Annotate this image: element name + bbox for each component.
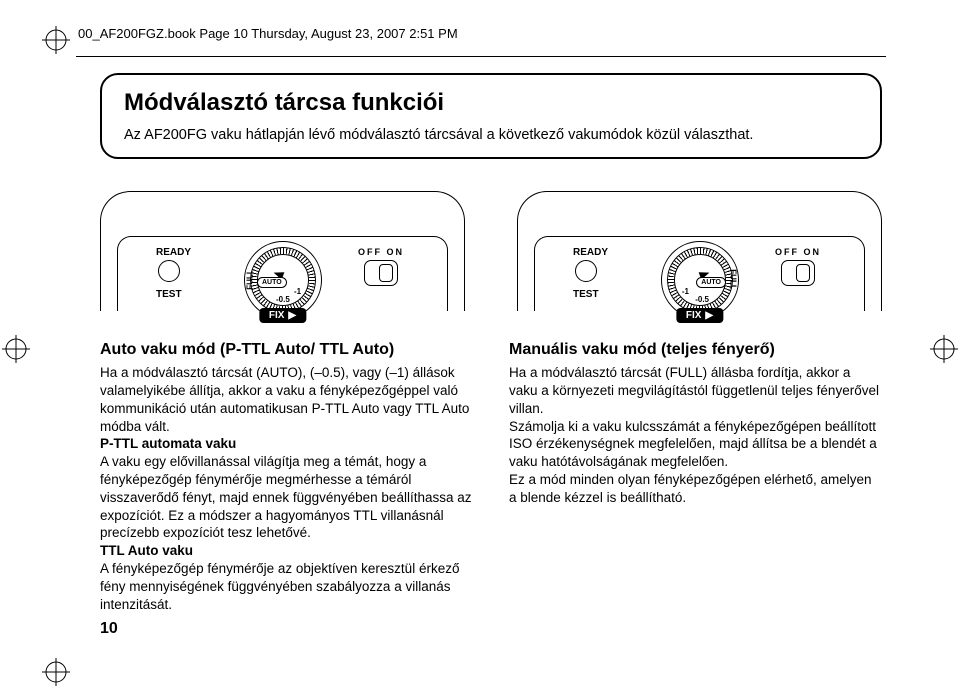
ready-test-block: READY TEST: [156, 247, 228, 300]
diagram-row: READY TEST FULL AUTO -0.5: [100, 191, 882, 321]
arrow-right-icon: ▶: [288, 310, 296, 321]
arrow-right-icon: ▶: [705, 310, 713, 321]
fix-badge: FIX▶: [259, 308, 306, 323]
page-frame: Módválasztó tárcsa funkciói Az AF200FG v…: [76, 56, 886, 646]
switch-slot-icon: [364, 260, 398, 286]
right-p3: Ez a mód minden olyan fényképezőgépen el…: [509, 471, 882, 507]
right-column: Manuális vaku mód (teljes fényerő) Ha a …: [509, 339, 882, 613]
ready-lamp-icon: [158, 260, 180, 282]
ready-label: READY: [156, 247, 228, 258]
title-box: Módválasztó tárcsa funkciói Az AF200FG v…: [100, 73, 882, 159]
left-p3: A fényképezőgép fénymérője az objektíven…: [100, 560, 473, 613]
dial-full-label: FULL: [728, 269, 737, 289]
test-label: TEST: [156, 289, 228, 300]
page-heading: Módválasztó tárcsa funkciói: [124, 89, 858, 117]
page-subtext: Az AF200FG vaku hátlapján lévő módválasz…: [124, 127, 858, 143]
off-on-label: OFF ON: [351, 247, 411, 257]
dial-neg05-label: -0.5: [695, 295, 709, 304]
mode-dial: FULL AUTO -0.5 -1: [244, 241, 322, 311]
dial-neg1-label: -1: [294, 287, 301, 296]
test-label: TEST: [573, 289, 645, 300]
diagram-full: READY TEST FULL AUTO -0.5 -1: [517, 191, 882, 321]
right-p1: Ha a módválasztó tárcsát (FULL) állásba …: [509, 364, 882, 417]
left-p1: Ha a módválasztó tárcsát (AUTO), (–0.5),…: [100, 364, 473, 435]
dial-auto-label: AUTO: [257, 277, 287, 288]
switch-slot-icon: [781, 260, 815, 286]
dial-neg05-label: -0.5: [276, 295, 290, 304]
dial-auto-label: AUTO: [696, 277, 726, 288]
left-p3-heading: TTL Auto vaku: [100, 543, 193, 558]
off-on-label: OFF ON: [768, 247, 828, 257]
pdf-header: 00_AF200FGZ.book Page 10 Thursday, Augus…: [78, 26, 458, 41]
dial-neg1-label: -1: [682, 287, 689, 296]
right-p2: Számolja ki a vaku kulcsszámát a fénykép…: [509, 418, 882, 471]
right-heading: Manuális vaku mód (teljes fényerő): [509, 339, 882, 360]
dial-full-label: FULL: [246, 269, 255, 289]
page-number: 10: [100, 620, 118, 638]
ready-lamp-icon: [575, 260, 597, 282]
power-switch: OFF ON: [768, 247, 828, 286]
left-column: Auto vaku mód (P-TTL Auto/ TTL Auto) Ha …: [100, 339, 473, 613]
ready-test-block: READY TEST: [573, 247, 645, 300]
text-columns: Auto vaku mód (P-TTL Auto/ TTL Auto) Ha …: [100, 339, 882, 613]
left-p2: A vaku egy elővillanással világítja meg …: [100, 453, 473, 542]
power-switch: OFF ON: [351, 247, 411, 286]
ready-label: READY: [573, 247, 645, 258]
fix-badge: FIX▶: [676, 308, 723, 323]
mode-dial: FULL AUTO -0.5 -1: [661, 241, 739, 311]
left-heading: Auto vaku mód (P-TTL Auto/ TTL Auto): [100, 339, 473, 360]
left-p2-heading: P-TTL automata vaku: [100, 436, 236, 451]
diagram-auto: READY TEST FULL AUTO -0.5: [100, 191, 465, 321]
